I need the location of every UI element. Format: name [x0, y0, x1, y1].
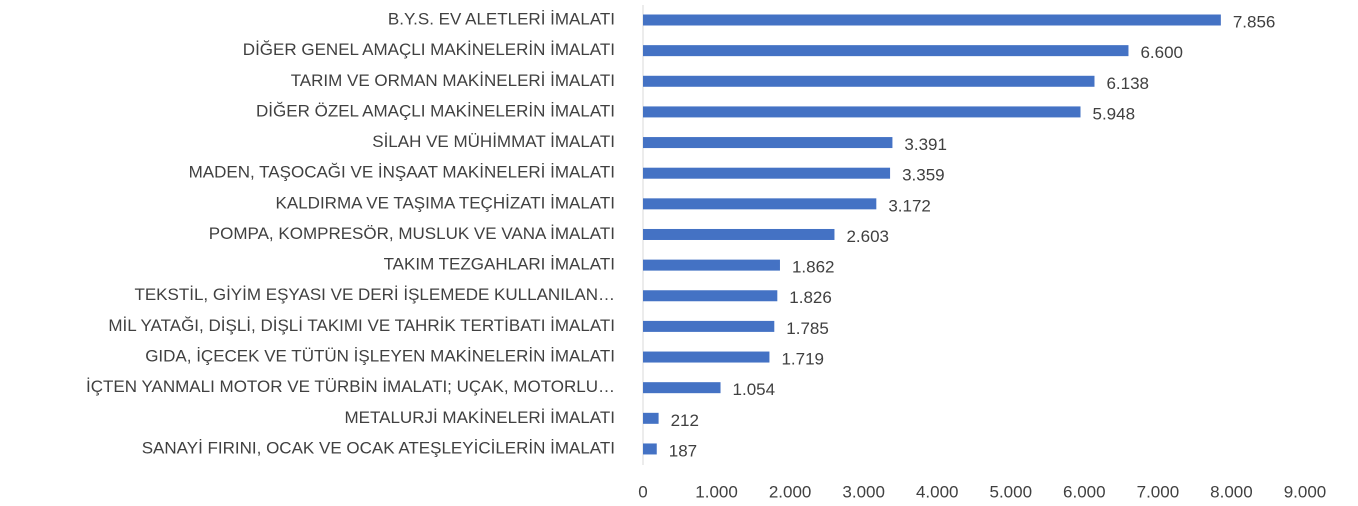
y-tick-label: TARIM VE ORMAN MAKİNELERİ İMALATI	[291, 71, 615, 90]
value-label: 6.138	[1106, 74, 1149, 93]
x-tick-label: 4.000	[916, 482, 959, 501]
bar	[643, 443, 657, 455]
bar	[643, 45, 1129, 57]
x-tick-label: 2.000	[769, 482, 812, 501]
bar	[643, 320, 775, 332]
bar	[643, 412, 659, 424]
bar	[643, 290, 778, 302]
value-label: 3.172	[888, 196, 931, 215]
bar	[643, 106, 1081, 118]
value-label: 187	[669, 441, 697, 460]
y-tick-label: DİĞER ÖZEL AMAÇLI MAKİNELERİN İMALATI	[256, 101, 615, 120]
bar	[643, 14, 1221, 26]
bar	[643, 198, 877, 210]
value-label: 1.785	[786, 319, 829, 338]
bar	[643, 137, 893, 149]
value-label: 5.948	[1093, 104, 1136, 123]
y-tick-label: MADEN, TAŞOCAĞI VE İNŞAAT MAKİNELERİ İMA…	[189, 163, 615, 182]
bar	[643, 75, 1095, 87]
y-tick-label: İÇTEN YANMALI MOTOR VE TÜRBİN İMALATI; U…	[86, 377, 615, 396]
x-tick-label: 3.000	[842, 482, 885, 501]
y-tick-label: TAKIM TEZGAHLARI İMALATI	[384, 255, 615, 274]
value-label: 3.359	[902, 166, 945, 185]
value-label: 7.856	[1233, 12, 1276, 31]
y-tick-label: GIDA, İÇECEK VE TÜTÜN İŞLEYEN MAKİNELERİ…	[145, 347, 615, 366]
bar	[643, 228, 835, 240]
value-label: 1.826	[789, 288, 832, 307]
x-tick-label: 5.000	[990, 482, 1033, 501]
x-tick-label: 6.000	[1063, 482, 1106, 501]
value-label: 1.054	[733, 380, 776, 399]
x-tick-label: 0	[638, 482, 647, 501]
x-tick-label: 8.000	[1210, 482, 1253, 501]
y-tick-label: METALURJİ MAKİNELERİ İMALATI	[345, 408, 615, 427]
value-label: 2.603	[846, 227, 889, 246]
bar	[643, 167, 891, 179]
bar	[643, 382, 721, 394]
x-tick-label: 1.000	[695, 482, 738, 501]
x-tick-label: 7.000	[1137, 482, 1180, 501]
value-label: 1.862	[792, 258, 835, 277]
value-label: 212	[671, 411, 699, 430]
x-tick-label: 9.000	[1284, 482, 1327, 501]
y-tick-label: B.Y.S. EV ALETLERİ İMALATI	[388, 9, 615, 28]
y-tick-label: KALDIRMA VE TAŞIMA TEÇHİZATI İMALATI	[276, 193, 615, 212]
value-label: 3.391	[904, 135, 947, 154]
value-label: 1.719	[781, 350, 824, 369]
y-tick-label: DİĞER GENEL AMAÇLI MAKİNELERİN İMALATI	[243, 40, 615, 59]
y-tick-label: TEKSTİL, GİYİM EŞYASI VE DERİ İŞLEMEDE K…	[134, 285, 615, 304]
bar	[643, 351, 770, 363]
y-tick-label: POMPA, KOMPRESÖR, MUSLUK VE VANA İMALATI	[209, 224, 615, 243]
y-tick-label: SANAYİ FIRINI, OCAK VE OCAK ATEŞLEYİCİLE…	[142, 438, 615, 457]
bar	[643, 259, 780, 271]
y-tick-label: MİL YATAĞI, DİŞLİ, DİŞLİ TAKIMI VE TAHRİ…	[108, 316, 615, 335]
value-label: 6.600	[1140, 43, 1183, 62]
y-tick-label: SİLAH VE MÜHİMMAT İMALATI	[372, 132, 615, 151]
